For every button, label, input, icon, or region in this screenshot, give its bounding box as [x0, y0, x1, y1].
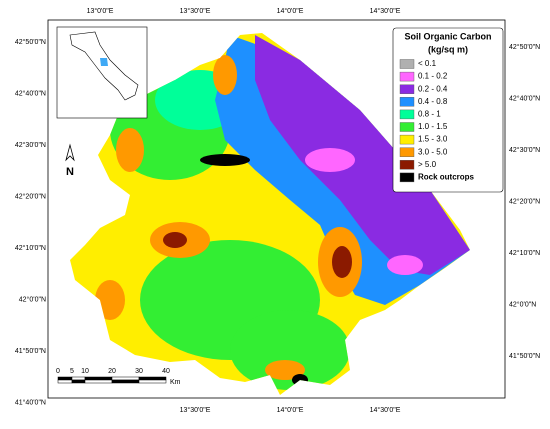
top-tick-label: 14°0'0"E: [277, 7, 304, 15]
scale-segment: [57, 376, 73, 381]
legend-swatch: [399, 109, 415, 120]
right-tick-label: 41°50'0"N: [509, 352, 540, 360]
legend-subtitle: (kg/sq m): [428, 44, 468, 54]
left-tick-label: 42°40'0"N: [15, 89, 46, 97]
legend-label: < 0.1: [418, 59, 437, 68]
legend-label: 0.8 - 1: [418, 110, 441, 119]
scale-unit: Km: [170, 379, 181, 386]
scale-label: 10: [81, 368, 89, 375]
legend-label: 0.2 - 0.4: [418, 84, 448, 93]
inset-region: [100, 58, 108, 66]
left-tick-label: 42°30'0"N: [15, 141, 46, 149]
right-tick-label: 42°30'0"N: [509, 146, 540, 154]
scale-segment: [111, 379, 140, 384]
legend-title: Soil Organic Carbon: [404, 31, 491, 41]
scale-segment: [57, 379, 73, 384]
scale-label: 0: [56, 368, 60, 375]
top-tick-label: 14°30'0"E: [370, 7, 401, 15]
legend-label: 3.0 - 5.0: [418, 147, 448, 156]
left-tick-label: 42°50'0"N: [15, 38, 46, 46]
top-tick-label: 13°30'0"E: [180, 7, 211, 15]
legend-swatch: [399, 71, 415, 82]
legend-label: Rock outcrops: [418, 173, 475, 182]
bottom-tick-label: 13°30'0"E: [180, 406, 211, 414]
scale-segment: [138, 379, 167, 384]
legend-swatch: [399, 97, 415, 107]
left-tick-label: 42°20'0"N: [15, 192, 46, 200]
north-arrow: [65, 143, 75, 162]
top-tick-label: 13°0'0"E: [87, 7, 114, 15]
legend-label: 1.0 - 1.5: [418, 122, 448, 131]
scale-label: 40: [162, 368, 170, 375]
scale-segment: [84, 379, 113, 384]
scale-segment: [71, 379, 86, 384]
scale-segment: [111, 376, 140, 381]
legend-label: 1.5 - 3.0: [418, 135, 448, 144]
legend-label: > 5.0: [418, 160, 437, 169]
right-tick-label: 42°40'0"N: [509, 94, 540, 102]
scale-segment: [84, 376, 113, 381]
left-tick-label: 42°10'0"N: [15, 244, 46, 252]
north-label: N: [66, 166, 74, 178]
right-tick-label: 42°20'0"N: [509, 197, 540, 205]
right-tick-label: 42°0'0"N: [509, 300, 536, 308]
legend-label: 0.4 - 0.8: [418, 97, 448, 106]
right-tick-label: 42°10'0"N: [509, 249, 540, 257]
legend-swatch: [399, 59, 415, 69]
left-tick-label: 41°40'0"N: [15, 398, 46, 406]
scale-label: 5: [70, 368, 74, 375]
scale-segment: [71, 376, 86, 381]
legend-swatch: [399, 122, 415, 132]
bottom-tick-label: 14°30'0"E: [370, 406, 401, 414]
legend-swatch: [399, 172, 415, 183]
legend-label: 0.1 - 0.2: [418, 72, 448, 81]
left-tick-label: 42°0'0"N: [19, 295, 46, 303]
left-tick-label: 41°50'0"N: [15, 347, 46, 355]
legend-swatch: [399, 160, 415, 170]
scale-segment: [138, 376, 167, 381]
scale-label: 30: [135, 368, 143, 375]
right-tick-label: 42°50'0"N: [509, 43, 540, 51]
bottom-tick-label: 14°0'0"E: [277, 406, 304, 414]
legend-swatch: [399, 84, 415, 94]
legend-box: [392, 27, 504, 193]
legend-swatch: [399, 134, 415, 145]
legend-swatch: [399, 147, 415, 157]
scale-label: 20: [108, 368, 116, 375]
